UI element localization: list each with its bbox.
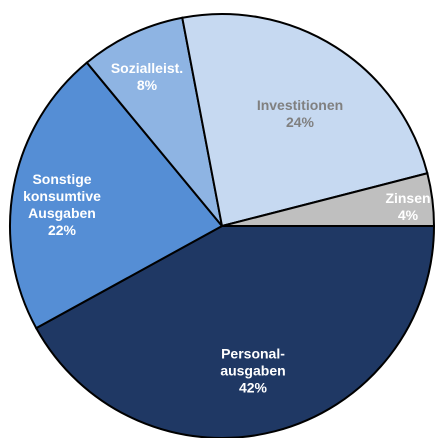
slice-label: konsumtive	[23, 188, 101, 204]
pie-slice	[9, 61, 224, 330]
pie-slice	[221, 172, 435, 227]
slice-value-label: 24%	[286, 114, 315, 130]
pie-slice	[34, 225, 435, 438]
slice-label: Sonstige	[32, 171, 91, 187]
pie-slice	[85, 16, 223, 227]
slice-label: Sozialleist.	[111, 60, 183, 76]
slice-label: Personal-	[221, 346, 285, 362]
slice-label: Ausgaben	[28, 205, 96, 221]
slice-label: Zinsen	[385, 190, 430, 206]
slice-label: ausgaben	[220, 363, 285, 379]
slice-value-label: 4%	[398, 207, 419, 223]
pie-slice	[181, 13, 429, 228]
slice-value-label: 8%	[137, 77, 158, 93]
slice-label: Investitionen	[257, 97, 343, 113]
slice-value-label: 22%	[48, 222, 77, 238]
slice-value-label: 42%	[239, 380, 268, 396]
